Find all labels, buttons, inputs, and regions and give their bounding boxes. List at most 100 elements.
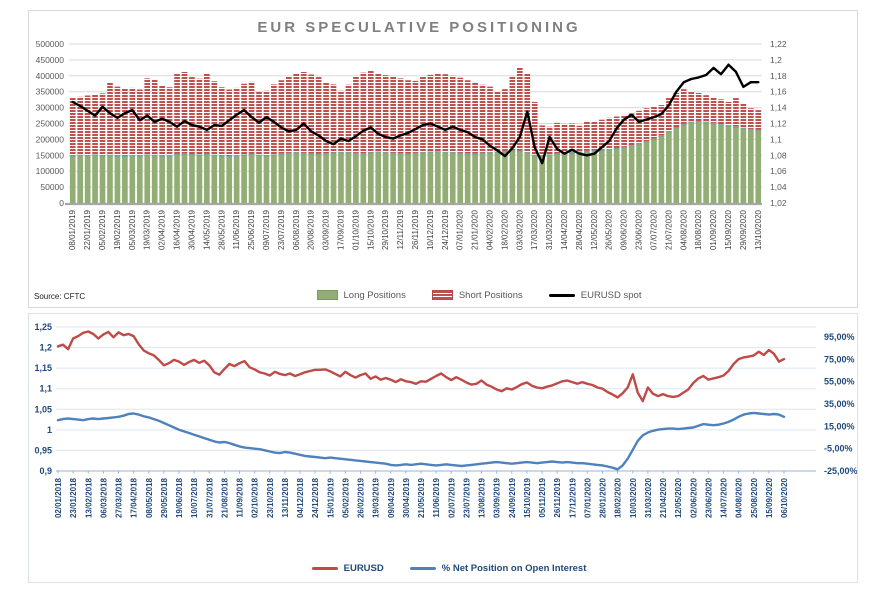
svg-text:26/11/2019: 26/11/2019 bbox=[553, 477, 562, 517]
svg-text:1,1: 1,1 bbox=[770, 134, 782, 144]
legend-label-long: Long Positions bbox=[343, 289, 406, 301]
svg-text:05/02/2019: 05/02/2019 bbox=[341, 477, 350, 518]
top-date-labels: 08/01/2019 22/01/2019 05/02/2019 19/02/2019… bbox=[68, 209, 763, 250]
legend-label-netpos: % Net Position on Open Interest bbox=[441, 562, 587, 574]
svg-text:02/04/2019: 02/04/2019 bbox=[158, 209, 167, 250]
svg-text:02/06/2020: 02/06/2020 bbox=[689, 477, 698, 518]
svg-text:01/10/2019: 01/10/2019 bbox=[351, 209, 360, 250]
legend-label-short: Short Positions bbox=[458, 289, 523, 301]
svg-text:04/12/2018: 04/12/2018 bbox=[296, 477, 305, 518]
top-right-axis-labels: 1,02 1,04 1,06 1,08 1,1 1,12 1,14 1,16 1,18 1,2 1,… bbox=[770, 39, 787, 208]
svg-text:1,12: 1,12 bbox=[770, 119, 787, 129]
svg-text:15/10/2019: 15/10/2019 bbox=[523, 477, 532, 518]
svg-text:05/03/2019: 05/03/2019 bbox=[128, 209, 137, 250]
svg-text:06/10/2020: 06/10/2020 bbox=[780, 477, 789, 518]
svg-text:14/05/2019: 14/05/2019 bbox=[202, 209, 211, 250]
bottom-eurusd-line bbox=[56, 330, 786, 403]
svg-text:09/04/2019: 09/04/2019 bbox=[387, 477, 396, 518]
svg-text:20/08/2019: 20/08/2019 bbox=[307, 209, 316, 250]
net-position-line-icon bbox=[409, 566, 436, 570]
bottom-date-labels: 02/01/2018 23/01/2018 13/02/2018 06/03/2018… bbox=[54, 471, 789, 518]
svg-text:55,00%: 55,00% bbox=[824, 377, 855, 387]
svg-text:15/10/2019: 15/10/2019 bbox=[366, 209, 375, 250]
svg-text:13/02/2018: 13/02/2018 bbox=[84, 477, 93, 518]
svg-text:13/08/2019: 13/08/2019 bbox=[478, 477, 487, 518]
svg-text:08/01/2019: 08/01/2019 bbox=[68, 209, 77, 250]
svg-text:28/05/2019: 28/05/2019 bbox=[217, 209, 226, 250]
svg-text:26/02/2019: 26/02/2019 bbox=[357, 477, 366, 518]
legend-label-eurusd: EURUSD bbox=[343, 562, 384, 574]
svg-text:14/04/2020: 14/04/2020 bbox=[560, 209, 569, 250]
svg-text:1: 1 bbox=[47, 425, 52, 435]
svg-text:24/12/2019: 24/12/2019 bbox=[441, 209, 450, 250]
svg-text:1,02: 1,02 bbox=[770, 198, 787, 208]
svg-text:17/04/2018: 17/04/2018 bbox=[130, 477, 139, 518]
svg-text:21/05/2019: 21/05/2019 bbox=[417, 477, 426, 518]
svg-text:19/03/2019: 19/03/2019 bbox=[372, 477, 381, 518]
svg-text:26/05/2020: 26/05/2020 bbox=[605, 209, 614, 250]
svg-text:17/12/2019: 17/12/2019 bbox=[568, 477, 577, 518]
svg-text:25/06/2019: 25/06/2019 bbox=[247, 209, 256, 250]
top-chart-title: EUR SPECULATIVE POSITIONING bbox=[257, 19, 581, 36]
svg-text:19/06/2018: 19/06/2018 bbox=[175, 477, 184, 518]
svg-text:1,25: 1,25 bbox=[34, 322, 52, 332]
svg-text:03/09/2019: 03/09/2019 bbox=[493, 477, 502, 518]
svg-text:12/05/2020: 12/05/2020 bbox=[590, 209, 599, 250]
svg-text:250000: 250000 bbox=[36, 119, 65, 129]
svg-text:23/01/2018: 23/01/2018 bbox=[69, 477, 78, 518]
svg-text:150000: 150000 bbox=[36, 150, 65, 160]
bottom-chart-panel: 0,9 0,95 1 1,05 1,1 1,15 1,2 1,25 95,00% 75,00% 55… bbox=[28, 313, 858, 583]
svg-text:10/12/2019: 10/12/2019 bbox=[426, 209, 435, 250]
svg-text:04/02/2020: 04/02/2020 bbox=[486, 209, 495, 250]
svg-text:31/07/2018: 31/07/2018 bbox=[205, 477, 214, 518]
svg-text:18/08/2020: 18/08/2020 bbox=[694, 209, 703, 250]
svg-text:09/06/2020: 09/06/2020 bbox=[620, 209, 629, 250]
svg-text:15/09/2020: 15/09/2020 bbox=[765, 477, 774, 518]
svg-text:1,06: 1,06 bbox=[770, 166, 787, 176]
bottom-chart-legend: EURUSD % Net Position on Open Interest bbox=[159, 560, 739, 576]
svg-text:1,16: 1,16 bbox=[770, 87, 787, 97]
svg-text:07/01/2020: 07/01/2020 bbox=[456, 209, 465, 250]
svg-text:31/03/2020: 31/03/2020 bbox=[545, 209, 554, 250]
svg-text:95,00%: 95,00% bbox=[824, 332, 855, 342]
svg-text:19/03/2019: 19/03/2019 bbox=[143, 209, 152, 250]
top-left-axis-labels: 0 50000 100000 150000 200000 250000 300000 3500… bbox=[36, 39, 65, 208]
svg-text:05/11/2019: 05/11/2019 bbox=[538, 477, 547, 517]
svg-text:75,00%: 75,00% bbox=[824, 354, 855, 364]
svg-text:01/09/2020: 01/09/2020 bbox=[709, 209, 718, 250]
svg-text:17/09/2019: 17/09/2019 bbox=[336, 209, 345, 250]
svg-text:1,2: 1,2 bbox=[39, 343, 52, 353]
svg-text:30/04/2019: 30/04/2019 bbox=[187, 209, 196, 250]
svg-text:08/05/2018: 08/05/2018 bbox=[145, 477, 154, 518]
bottom-net-position-line bbox=[56, 411, 786, 471]
bottom-right-axis-labels: 95,00% 75,00% 55,00% 35,00% 15,00% -5,00% -25,… bbox=[824, 332, 857, 476]
svg-text:09/07/2019: 09/07/2019 bbox=[262, 209, 271, 250]
top-eurusd-spot-line bbox=[71, 63, 760, 165]
svg-text:12/05/2020: 12/05/2020 bbox=[674, 477, 683, 518]
svg-text:15,00%: 15,00% bbox=[824, 421, 855, 431]
svg-text:300000: 300000 bbox=[36, 103, 65, 113]
svg-text:18/02/2020: 18/02/2020 bbox=[500, 209, 509, 250]
svg-text:06/03/2018: 06/03/2018 bbox=[99, 477, 108, 518]
svg-text:02/10/2018: 02/10/2018 bbox=[251, 477, 260, 518]
svg-text:22/01/2019: 22/01/2019 bbox=[83, 209, 92, 250]
svg-text:11/06/2019: 11/06/2019 bbox=[232, 209, 241, 249]
legend-item-eurusd: EURUSD bbox=[311, 562, 384, 574]
svg-text:18/02/2020: 18/02/2020 bbox=[614, 477, 623, 518]
svg-text:1,05: 1,05 bbox=[34, 404, 52, 414]
svg-text:07/07/2020: 07/07/2020 bbox=[649, 209, 658, 250]
bottom-gridlines bbox=[56, 326, 816, 451]
svg-text:21/08/2018: 21/08/2018 bbox=[220, 477, 229, 518]
svg-text:1,2: 1,2 bbox=[770, 55, 782, 65]
svg-text:0,95: 0,95 bbox=[34, 445, 52, 455]
svg-text:1,1: 1,1 bbox=[39, 384, 52, 394]
top-stacked-bars bbox=[69, 67, 762, 203]
svg-text:29/09/2020: 29/09/2020 bbox=[739, 209, 748, 250]
top-chart-panel: 0 50000 100000 150000 200000 250000 300000 3500… bbox=[28, 10, 858, 308]
svg-text:24/12/2018: 24/12/2018 bbox=[311, 477, 320, 518]
svg-text:11/09/2018: 11/09/2018 bbox=[236, 477, 245, 517]
svg-text:13/11/2018: 13/11/2018 bbox=[281, 477, 290, 517]
svg-text:27/03/2018: 27/03/2018 bbox=[115, 477, 124, 518]
legend-item-net-position: % Net Position on Open Interest bbox=[409, 562, 587, 574]
